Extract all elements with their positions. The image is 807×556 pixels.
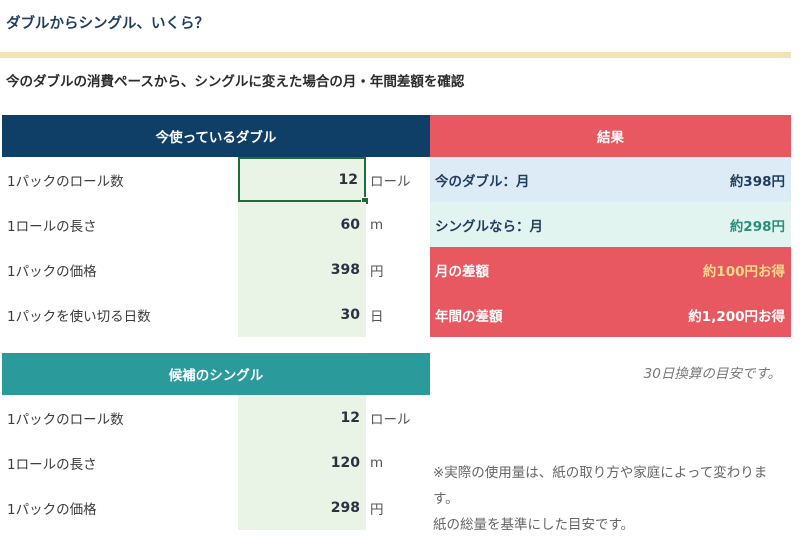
double-price-input[interactable]: 398 <box>238 247 366 292</box>
result-value: 約298円 <box>729 218 785 235</box>
result-label: 月の差額 <box>435 263 489 280</box>
single-panel-header: 候補のシングル <box>2 353 430 395</box>
title-divider <box>0 52 791 58</box>
row-label: 1ロールの長さ <box>7 218 97 235</box>
double-panel: 今使っているダブル 1パックのロール数 12 ロール 1ロールの長さ 60 m … <box>2 115 430 337</box>
row-unit: 日 <box>370 308 384 325</box>
row-label: 1パックの価格 <box>7 501 97 518</box>
result-label: 今のダブル：月 <box>435 173 530 190</box>
result-panel: 結果 今のダブル：月 約398円 シングルなら：月 約298円 月の差額 約10… <box>430 115 791 337</box>
double-row-rolls: 1パックのロール数 12 ロール <box>2 157 430 202</box>
row-unit: m <box>370 216 384 233</box>
row-label: 1パックのロール数 <box>7 411 124 428</box>
double-rolls-input[interactable]: 12 <box>238 157 366 202</box>
single-rolls-input[interactable]: 12 <box>238 395 366 440</box>
row-unit: ロール <box>370 411 411 428</box>
row-unit: ロール <box>370 173 411 190</box>
row-label: 1パックの価格 <box>7 263 97 280</box>
page-title: ダブルからシングル、いくら？ <box>6 16 209 32</box>
result-value: 約100円お得 <box>702 263 785 280</box>
disclaimer-line-1: ※実際の使用量は、紙の取り方や家庭によって変わります。 <box>433 465 768 507</box>
result-row-yearly-diff: 年間の差額 約1,200円お得 <box>430 292 791 337</box>
row-unit: 円 <box>370 501 384 518</box>
single-row-rolls: 1パックのロール数 12 ロール <box>2 395 430 440</box>
single-panel: 候補のシングル 1パックのロール数 12 ロール 1ロールの長さ 120 m 1… <box>2 353 430 530</box>
result-panel-header: 結果 <box>430 115 791 157</box>
double-panel-header: 今使っているダブル <box>2 115 430 157</box>
result-row-monthly-diff: 月の差額 約100円お得 <box>430 247 791 292</box>
double-row-price: 1パックの価格 398 円 <box>2 247 430 292</box>
single-length-input[interactable]: 120 <box>238 440 366 485</box>
single-price-input[interactable]: 298 <box>238 485 366 530</box>
disclaimer-line-2: 紙の総量を基準にした目安です。 <box>433 517 635 533</box>
double-length-input[interactable]: 60 <box>238 202 366 247</box>
disclaimer-note: ※実際の使用量は、紙の取り方や家庭によって変わります。 紙の総量を基準にした目安… <box>433 460 783 538</box>
row-unit: 円 <box>370 263 384 280</box>
row-unit: m <box>370 454 384 471</box>
result-label: シングルなら：月 <box>435 218 543 235</box>
double-row-days: 1パックを使い切る日数 30 日 <box>2 292 430 337</box>
double-row-length: 1ロールの長さ 60 m <box>2 202 430 247</box>
result-value: 約398円 <box>729 173 785 190</box>
page-subtitle: 今のダブルの消費ペースから、シングルに変えた場合の月・年間差額を確認 <box>6 74 465 90</box>
result-value: 約1,200円お得 <box>688 308 785 325</box>
row-label: 1パックを使い切る日数 <box>7 308 151 325</box>
single-row-length: 1ロールの長さ 120 m <box>2 440 430 485</box>
row-label: 1パックのロール数 <box>7 173 124 190</box>
basis-note: 30日換算の目安です。 <box>643 366 781 382</box>
result-row-single-month: シングルなら：月 約298円 <box>430 202 791 247</box>
result-label: 年間の差額 <box>435 308 503 325</box>
row-label: 1ロールの長さ <box>7 456 97 473</box>
single-row-price: 1パックの価格 298 円 <box>2 485 430 530</box>
double-days-input[interactable]: 30 <box>238 292 366 337</box>
result-row-double-month: 今のダブル：月 約398円 <box>430 157 791 202</box>
